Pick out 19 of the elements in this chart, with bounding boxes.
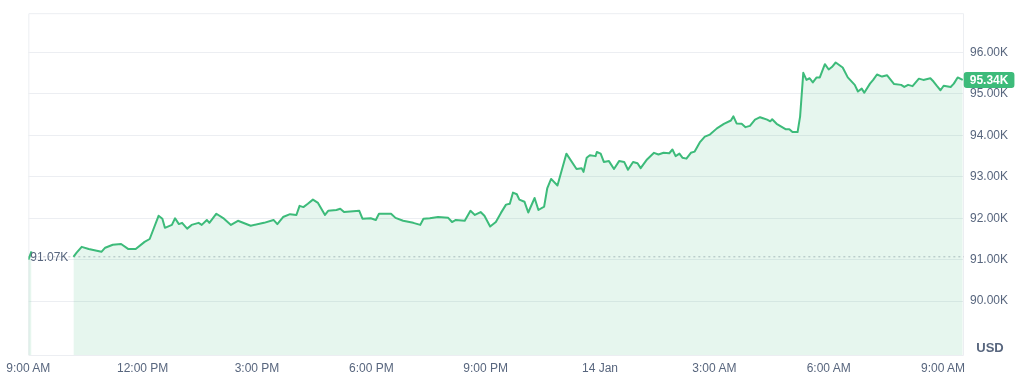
ref-line-label: 91.07K (30, 250, 69, 265)
y-tick-label: 95.00K (970, 86, 1009, 101)
y-tick-label: 93.00K (970, 169, 1009, 184)
x-tick-label: 9:00 AM (6, 360, 51, 375)
y-tick-label: 92.00K (970, 210, 1009, 225)
y-tick-label: 94.00K (970, 127, 1009, 142)
annotation: 95.34K (969, 73, 1009, 88)
x-tick-label: 9:00 AM (921, 360, 966, 375)
x-tick-label: 3:00 AM (692, 360, 737, 375)
y-axis-title: USD (976, 339, 1004, 355)
x-tick-label: 12:00 PM (116, 360, 169, 375)
y-tick-label: 91.00K (970, 252, 1009, 267)
y-tick-label: 90.00K (970, 293, 1009, 308)
x-tick-label: 9:00 PM (463, 360, 509, 375)
x-tick-label: 3:00 PM (234, 360, 280, 375)
x-tick-label: 6:00 PM (349, 360, 394, 375)
x-tick-label: 14 Jan (582, 360, 619, 375)
x-tick-label: 6:00 AM (806, 360, 851, 375)
y-tick-label: 96.00K (970, 44, 1009, 59)
